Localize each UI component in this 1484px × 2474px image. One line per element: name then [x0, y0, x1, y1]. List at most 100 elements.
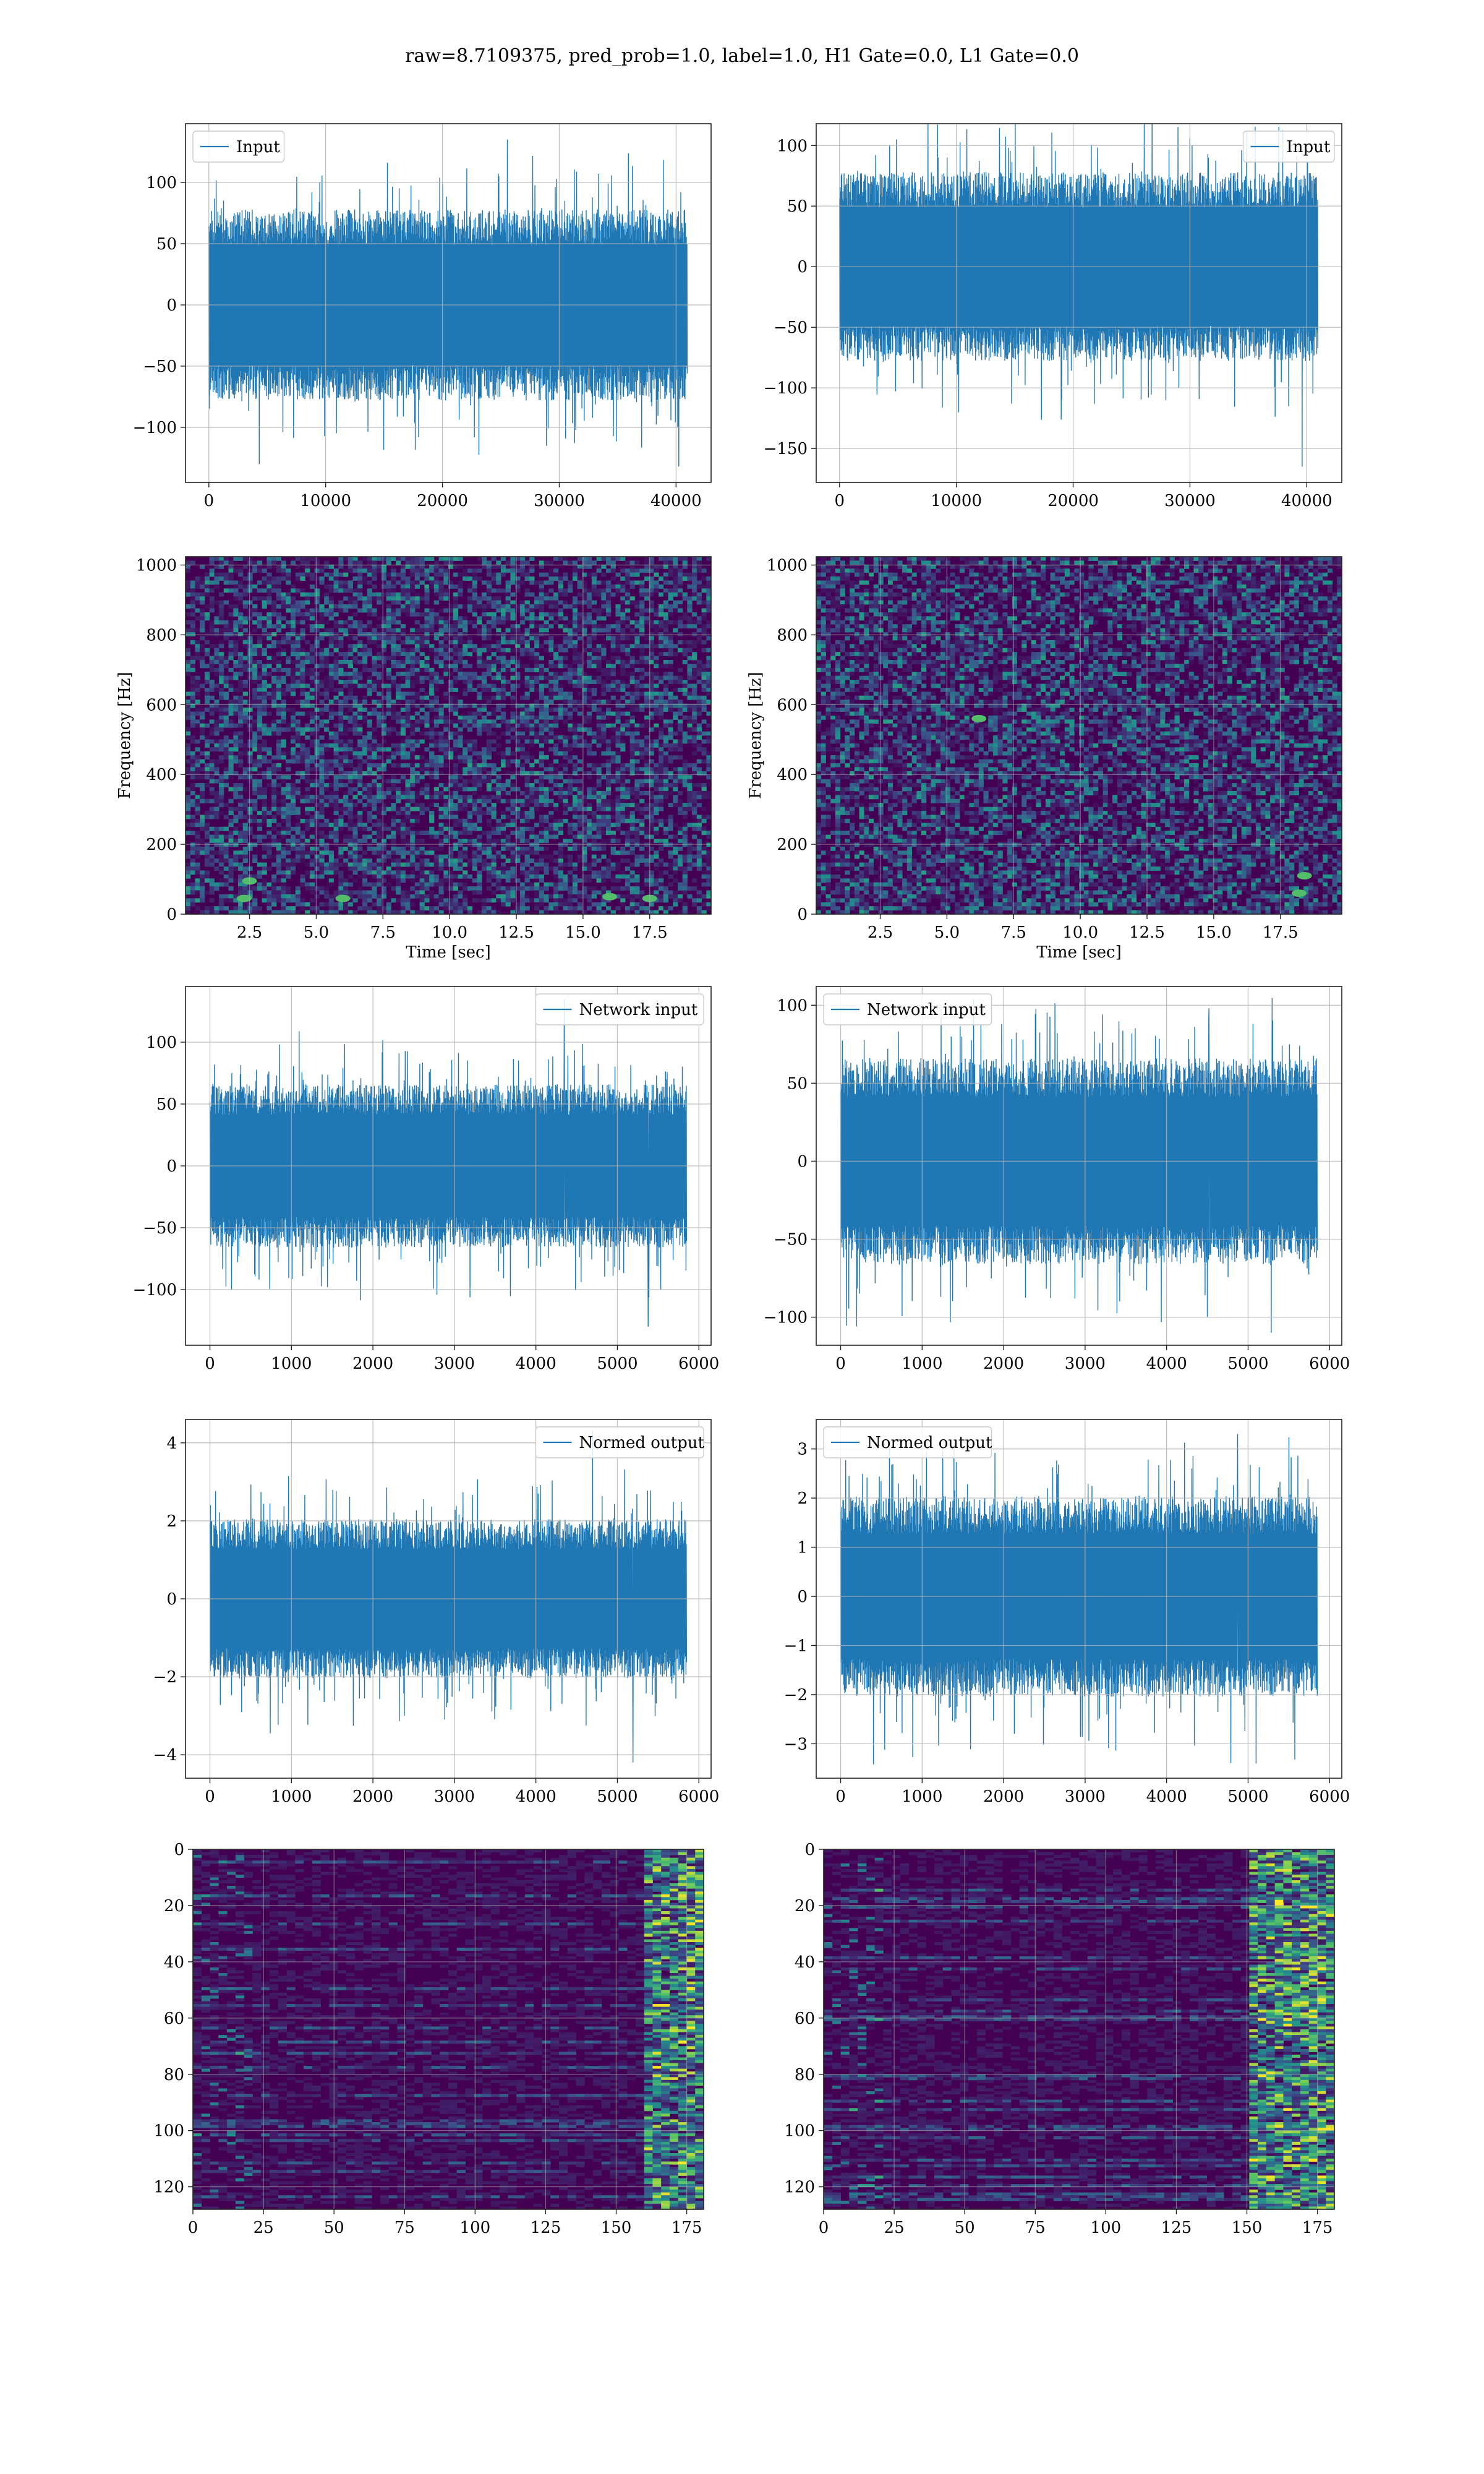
- normed-h1-xtick-label: 6000: [678, 1787, 719, 1806]
- feature-l1-xtick-label: 0: [819, 2219, 829, 2237]
- spec-h1-xtick-label: 15.0: [565, 923, 601, 942]
- network-l1-xtick-label: 3000: [1065, 1355, 1106, 1373]
- feature-h1-ytick-label: 120: [153, 2178, 184, 2197]
- normed-l1-xtick-label: 5000: [1227, 1787, 1268, 1806]
- input-l1-ytick-label: −100: [764, 379, 808, 398]
- input-h1-series-line: [208, 139, 688, 467]
- feature-h1-ytick-label: 0: [174, 1841, 184, 1859]
- input-h1-ytick-label: 100: [146, 174, 177, 192]
- input-l1-legend-label: Input: [1287, 138, 1331, 156]
- feature-h1-xtick-label: 75: [394, 2219, 415, 2237]
- feature-l1-ytick-label: 40: [795, 1953, 815, 1972]
- feature-h1-xtick-label: 150: [601, 2219, 632, 2237]
- network-l1-ytick-label: 0: [797, 1152, 808, 1171]
- feature-l1-ytick-label: 0: [804, 1841, 815, 1859]
- normed-h1-xtick-label: 4000: [516, 1787, 556, 1806]
- feature-h1-ytick-label: 40: [164, 1953, 184, 1972]
- normed-l1-ytick-label: −1: [784, 1637, 808, 1655]
- input-h1-xtick-label: 10000: [300, 492, 351, 510]
- network-l1-axes-frame: [816, 986, 1342, 1346]
- input-l1-ytick-label: −150: [764, 440, 808, 458]
- feature-l1-ytick-label: 80: [795, 2066, 815, 2084]
- spec-l1-hot-spot: [1297, 871, 1312, 880]
- normed-l1-legend: Normed output: [823, 1426, 992, 1458]
- normed-l1-panel: 0 1000 2000 3000 4000 5000 6000 −3 −2 −1 0 1 2 3 Norme…: [784, 1419, 1350, 1806]
- normed-l1-xtick-label: 3000: [1065, 1787, 1106, 1806]
- normed-h1-legend-label: Normed output: [579, 1434, 705, 1452]
- spec-h1-x-axis-label: Time [sec]: [406, 943, 491, 962]
- input-h1-ytick-label: −50: [143, 357, 177, 376]
- feature-l1-xtick-label: 100: [1091, 2219, 1122, 2237]
- input-l1-series-line: [839, 124, 1319, 467]
- network-l1-xtick-label: 0: [835, 1355, 846, 1373]
- network-h1-ytick-label: 0: [166, 1157, 177, 1176]
- network-l1-xtick-label: 2000: [983, 1355, 1024, 1373]
- input-l1-legend: Input: [1242, 131, 1335, 163]
- feature-h1-ytick-label: 80: [164, 2066, 184, 2084]
- input-l1-xtick-label: 40000: [1281, 492, 1333, 510]
- normed-l1-ytick-label: 3: [797, 1440, 808, 1459]
- spec-l1-ytick-label: 600: [777, 696, 808, 714]
- network-h1-xtick-label: 4000: [516, 1355, 556, 1373]
- spec-l1-xtick-label: 2.5: [868, 923, 893, 942]
- feature-h1-panel: 0 25 50 75 100 125 150 175 0 20 40 60 80 100 120: [153, 1841, 704, 2237]
- input-l1-ytick-label: 50: [787, 197, 808, 216]
- network-h1-legend-label: Network input: [579, 1001, 698, 1019]
- normed-l1-xtick-label: 2000: [983, 1787, 1024, 1806]
- feature-l1-heatmap-cells: [824, 1849, 1334, 2209]
- network-l1-legend: Network input: [823, 993, 992, 1025]
- network-l1-series-line: [840, 998, 1318, 1333]
- feature-h1-axes-frame: [192, 1849, 704, 2210]
- network-l1-legend-label: Network input: [867, 1001, 986, 1019]
- figure-title: raw=8.7109375, pred_prob=1.0, label=1.0,…: [405, 45, 1079, 67]
- normed-h1-series-line: [209, 1431, 687, 1763]
- input-h1-axes-frame: [185, 123, 712, 483]
- input-l1-panel: 0 10000 20000 30000 40000 −150 −100 −50 0 50 100 In…: [764, 123, 1342, 510]
- spec-h1-ytick-label: 0: [166, 905, 177, 924]
- input-h1-ytick-label: 50: [156, 235, 177, 254]
- normed-l1-axes-frame: [816, 1419, 1342, 1779]
- network-h1-ytick-label: 100: [146, 1034, 177, 1052]
- normed-h1-ytick-label: −4: [153, 1746, 177, 1765]
- feature-l1-xtick-label: 75: [1025, 2219, 1046, 2237]
- network-l1-ytick-label: −50: [774, 1231, 808, 1249]
- normed-h1-xtick-label: 5000: [597, 1787, 638, 1806]
- normed-l1-ytick-label: −2: [784, 1686, 808, 1705]
- spec-l1-panel: 2.5 5.0 7.5 10.0 12.5 15.0 17.5 0 200 400 600 800 10…: [746, 556, 1342, 962]
- feature-h1-xtick-label: 0: [188, 2219, 198, 2237]
- spec-h1-xtick-label: 2.5: [237, 923, 262, 942]
- normed-l1-series-line: [840, 1434, 1318, 1765]
- input-l1-xtick-label: 0: [835, 492, 845, 510]
- input-h1-xtick-label: 20000: [417, 492, 468, 510]
- normed-l1-ytick-label: 0: [797, 1588, 808, 1606]
- spec-l1-ytick-label: 800: [777, 626, 808, 644]
- network-l1-ytick-label: −100: [764, 1309, 808, 1327]
- network-l1-xtick-label: 4000: [1146, 1355, 1187, 1373]
- input-l1-xtick-label: 20000: [1047, 492, 1099, 510]
- spec-h1-ytick-label: 800: [146, 626, 177, 644]
- feature-l1-xtick-label: 25: [884, 2219, 905, 2237]
- normed-l1-ytick-label: −3: [784, 1735, 808, 1753]
- network-l1-panel: 0 1000 2000 3000 4000 5000 6000 −100 −50 0 50 100 Ne…: [764, 986, 1350, 1373]
- spec-l1-ytick-label: 0: [797, 905, 808, 924]
- spec-h1-xtick-label: 7.5: [370, 923, 396, 942]
- feature-h1-xtick-label: 125: [531, 2219, 561, 2237]
- normed-l1-xtick-label: 0: [835, 1787, 846, 1806]
- spec-l1-xtick-label: 12.5: [1129, 923, 1165, 942]
- subplot-grid: 0 10000 20000 30000 40000−100−50050100Input0…: [116, 123, 1350, 2237]
- network-l1-ytick-label: 50: [787, 1074, 808, 1093]
- spec-l1-axes-frame: [816, 556, 1342, 915]
- feature-h1-ytick-label: 60: [164, 2010, 184, 2028]
- normed-l1-ytick-label: 1: [797, 1539, 808, 1557]
- input-h1-xtick-label: 40000: [650, 492, 702, 510]
- feature-h1-xtick-label: 175: [672, 2219, 702, 2237]
- normed-l1-ytick-label: 2: [797, 1489, 808, 1508]
- network-h1-xtick-label: 2000: [352, 1355, 393, 1373]
- spec-h1-ytick-label: 400: [146, 766, 177, 784]
- spec-l1-xtick-label: 7.5: [1001, 923, 1026, 942]
- network-h1-xtick-label: 1000: [271, 1355, 312, 1373]
- network-h1-series-line: [209, 998, 687, 1327]
- input-h1-ytick-label: 0: [166, 296, 177, 315]
- input-l1-xtick-label: 30000: [1164, 492, 1216, 510]
